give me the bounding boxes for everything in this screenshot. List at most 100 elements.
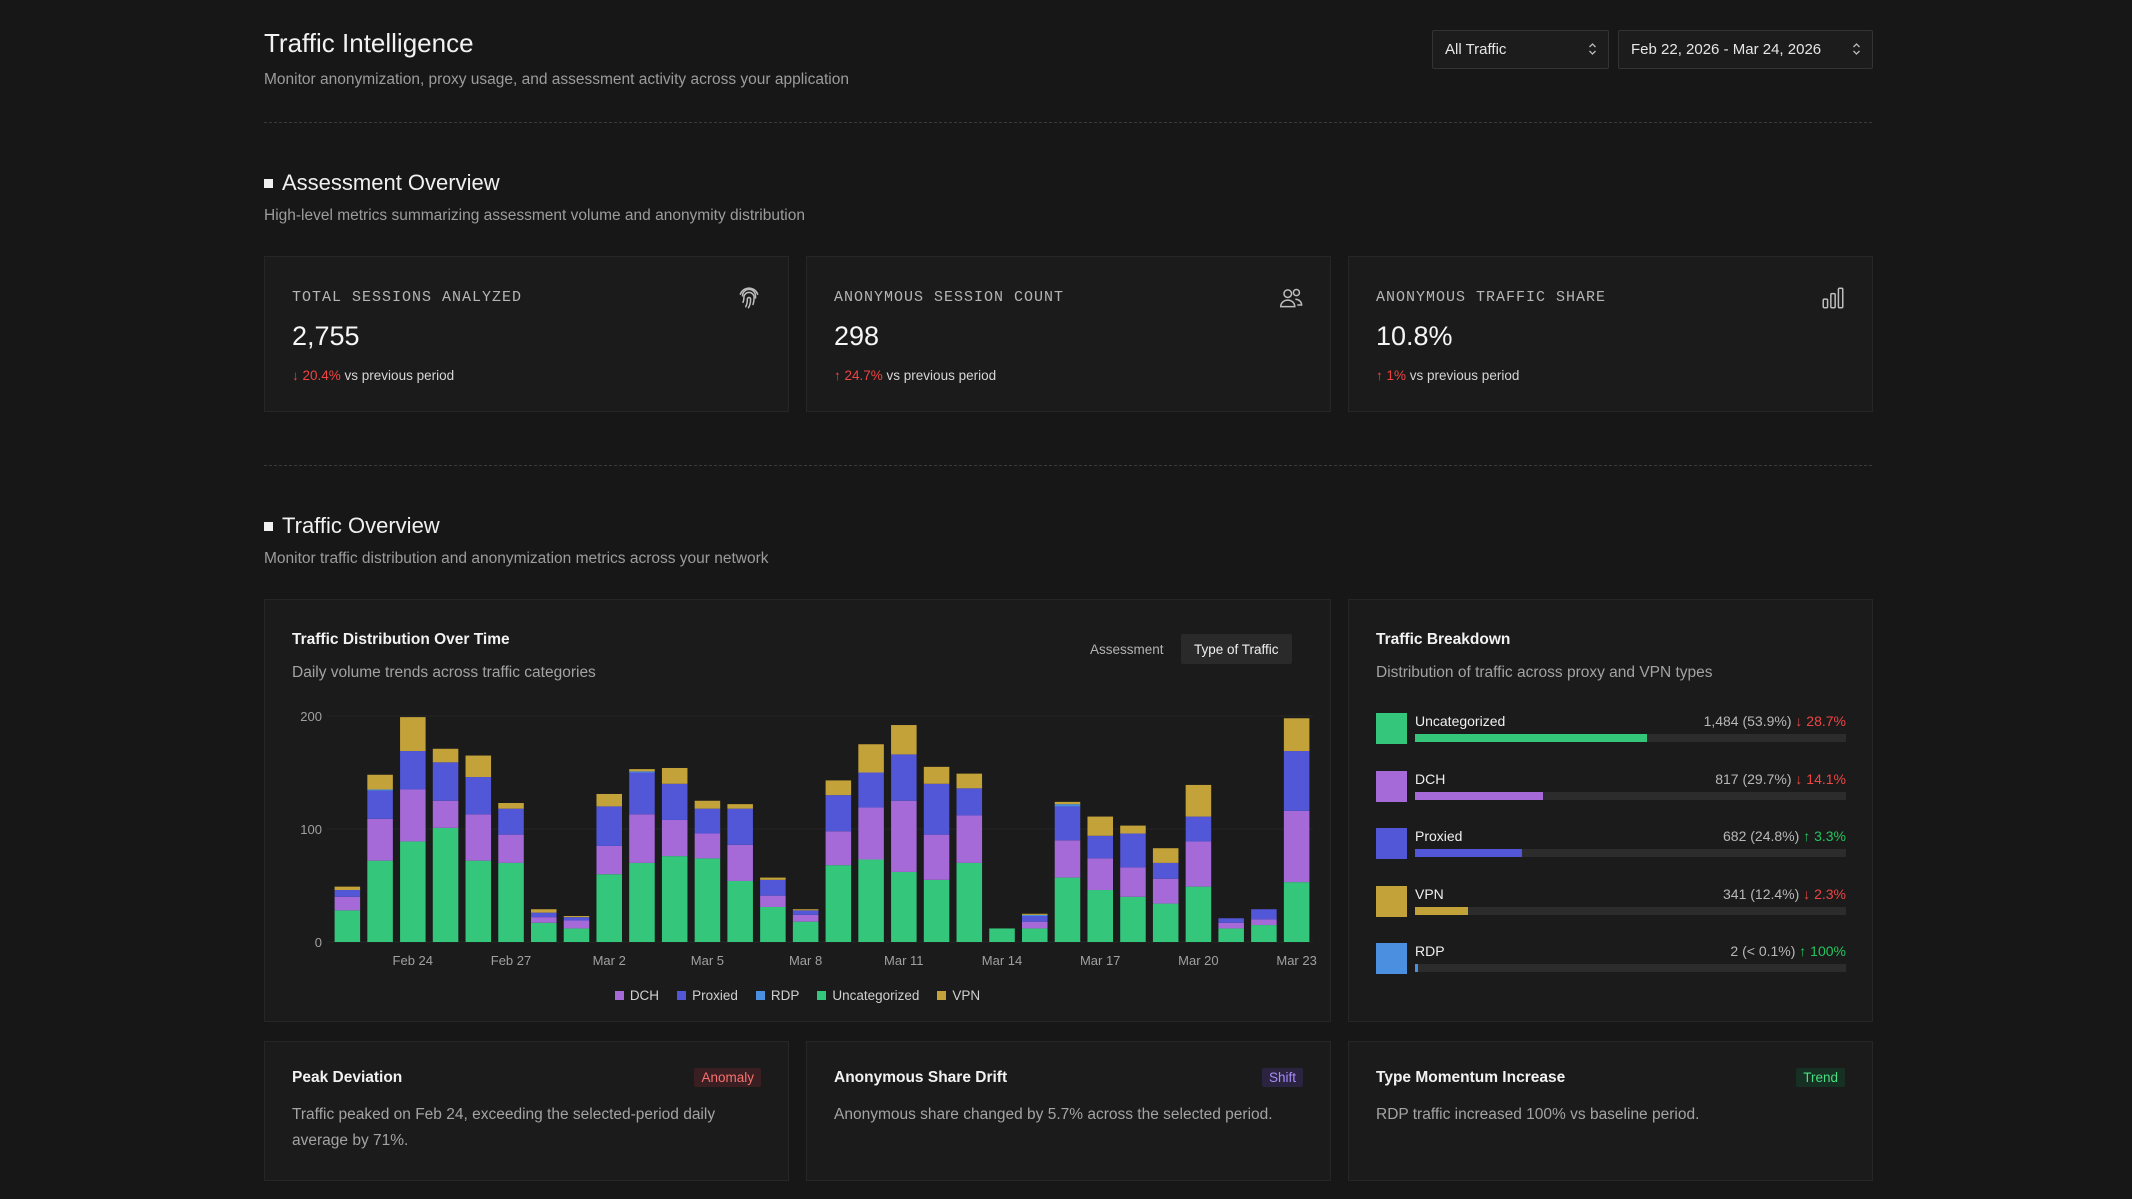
bar-segment-dch[interactable] <box>923 834 950 880</box>
bar-segment-vpn[interactable] <box>1185 784 1212 817</box>
bar-segment-proxied[interactable] <box>858 772 884 808</box>
bar-segment-uncategorized[interactable] <box>989 928 1015 942</box>
bar-segment-dch[interactable] <box>661 819 688 857</box>
bar-segment-uncategorized[interactable] <box>1087 890 1113 942</box>
bar-segment-dch[interactable] <box>629 814 655 863</box>
bar-segment-dch[interactable] <box>1251 919 1277 926</box>
bar-segment-dch[interactable] <box>563 920 590 929</box>
bar-segment-uncategorized[interactable] <box>956 862 983 942</box>
bar-segment-uncategorized[interactable] <box>661 856 688 942</box>
bar-segment-dch[interactable] <box>596 845 622 875</box>
bar-segment-uncategorized[interactable] <box>498 862 524 942</box>
bar-segment-proxied[interactable] <box>531 912 557 918</box>
bar-segment-dch[interactable] <box>727 844 753 881</box>
bar-segment-uncategorized[interactable] <box>792 921 819 942</box>
bar-segment-vpn[interactable] <box>661 767 688 784</box>
bar-segment-proxied[interactable] <box>727 808 753 845</box>
bar-segment-vpn[interactable] <box>891 725 917 755</box>
bar-segment-vpn[interactable] <box>629 769 655 772</box>
bar-segment-rdp[interactable] <box>1022 914 1048 917</box>
bar-segment-uncategorized[interactable] <box>727 880 753 942</box>
bar-segment-vpn[interactable] <box>367 774 393 790</box>
bar-segment-proxied[interactable] <box>629 772 655 815</box>
bar-segment-dch[interactable] <box>858 807 884 860</box>
bar-segment-dch[interactable] <box>694 833 721 859</box>
bar-segment-proxied[interactable] <box>367 790 393 819</box>
bar-segment-proxied[interactable] <box>694 808 721 834</box>
traffic-filter-select[interactable]: All Traffic <box>1432 30 1609 69</box>
bar-segment-proxied[interactable] <box>1120 833 1146 868</box>
bar-segment-proxied[interactable] <box>1022 916 1048 922</box>
bar-segment-dch[interactable] <box>1022 921 1048 929</box>
bar-segment-vpn[interactable] <box>1054 801 1081 805</box>
bar-segment-proxied[interactable] <box>465 777 492 815</box>
bar-segment-proxied[interactable] <box>1152 862 1179 879</box>
bar-segment-proxied[interactable] <box>825 795 852 832</box>
bar-segment-proxied[interactable] <box>891 754 917 801</box>
bar-segment-vpn[interactable] <box>1120 825 1146 834</box>
bar-segment-vpn[interactable] <box>858 744 884 773</box>
bar-segment-vpn[interactable] <box>465 755 492 778</box>
bar-segment-proxied[interactable] <box>760 879 786 896</box>
bar-segment-proxied[interactable] <box>498 808 524 835</box>
bar-segment-dch[interactable] <box>1152 878 1179 904</box>
bar-segment-uncategorized[interactable] <box>1152 903 1179 942</box>
bar-segment-dch[interactable] <box>1283 810 1310 883</box>
bar-segment-proxied[interactable] <box>1054 806 1081 841</box>
bar-segment-proxied[interactable] <box>1185 816 1212 842</box>
bar-segment-proxied[interactable] <box>792 910 819 915</box>
bar-segment-proxied[interactable] <box>400 751 426 790</box>
bar-segment-dch[interactable] <box>400 789 426 842</box>
bar-segment-uncategorized[interactable] <box>1120 896 1146 942</box>
bar-segment-vpn[interactable] <box>531 909 557 913</box>
bar-segment-dch[interactable] <box>498 834 524 863</box>
bar-segment-dch[interactable] <box>432 800 459 828</box>
bar-segment-proxied[interactable] <box>334 890 361 897</box>
bar-segment-vpn[interactable] <box>694 800 721 809</box>
bar-segment-dch[interactable] <box>1185 841 1212 887</box>
bar-segment-vpn[interactable] <box>792 909 819 911</box>
bar-segment-uncategorized[interactable] <box>1251 925 1277 942</box>
bar-segment-proxied[interactable] <box>596 806 622 846</box>
bar-segment-uncategorized[interactable] <box>760 906 786 942</box>
tab-assessment[interactable]: Assessment <box>1090 641 1164 657</box>
bar-segment-uncategorized[interactable] <box>367 860 393 942</box>
bar-segment-proxied[interactable] <box>956 788 983 816</box>
bar-segment-proxied[interactable] <box>923 783 950 835</box>
bar-segment-proxied[interactable] <box>1087 835 1113 859</box>
bar-segment-uncategorized[interactable] <box>334 910 361 942</box>
bar-segment-uncategorized[interactable] <box>1022 928 1048 942</box>
bar-segment-proxied[interactable] <box>1218 918 1244 923</box>
bar-segment-uncategorized[interactable] <box>465 860 492 942</box>
bar-segment-rdp[interactable] <box>367 789 393 791</box>
bar-segment-uncategorized[interactable] <box>629 862 655 942</box>
bar-segment-uncategorized[interactable] <box>1283 882 1310 942</box>
bar-segment-vpn[interactable] <box>923 766 950 784</box>
bar-segment-uncategorized[interactable] <box>563 928 590 942</box>
bar-segment-uncategorized[interactable] <box>858 859 884 942</box>
tab-type-of-traffic[interactable]: Type of Traffic <box>1181 634 1292 664</box>
bar-segment-vpn[interactable] <box>760 877 786 880</box>
bar-segment-uncategorized[interactable] <box>923 879 950 942</box>
bar-segment-rdp[interactable] <box>1054 804 1081 807</box>
bar-segment-uncategorized[interactable] <box>1218 928 1244 942</box>
bar-segment-dch[interactable] <box>1054 840 1081 878</box>
bar-segment-uncategorized[interactable] <box>694 858 721 942</box>
bar-segment-dch[interactable] <box>1087 858 1113 891</box>
bar-segment-uncategorized[interactable] <box>531 922 557 942</box>
bar-segment-proxied[interactable] <box>661 783 688 820</box>
bar-segment-proxied[interactable] <box>1251 909 1277 920</box>
bar-segment-uncategorized[interactable] <box>891 871 917 942</box>
bar-segment-vpn[interactable] <box>956 773 983 789</box>
bar-segment-proxied[interactable] <box>432 762 459 801</box>
bar-segment-rdp[interactable] <box>629 771 655 773</box>
bar-segment-uncategorized[interactable] <box>400 841 426 942</box>
bar-segment-dch[interactable] <box>956 815 983 863</box>
bar-segment-uncategorized[interactable] <box>432 827 459 942</box>
bar-segment-dch[interactable] <box>465 814 492 861</box>
bar-segment-vpn[interactable] <box>1152 848 1179 863</box>
bar-segment-proxied[interactable] <box>1283 751 1310 811</box>
bar-segment-vpn[interactable] <box>400 717 426 752</box>
bar-segment-proxied[interactable] <box>563 917 590 921</box>
bar-segment-uncategorized[interactable] <box>825 865 852 942</box>
